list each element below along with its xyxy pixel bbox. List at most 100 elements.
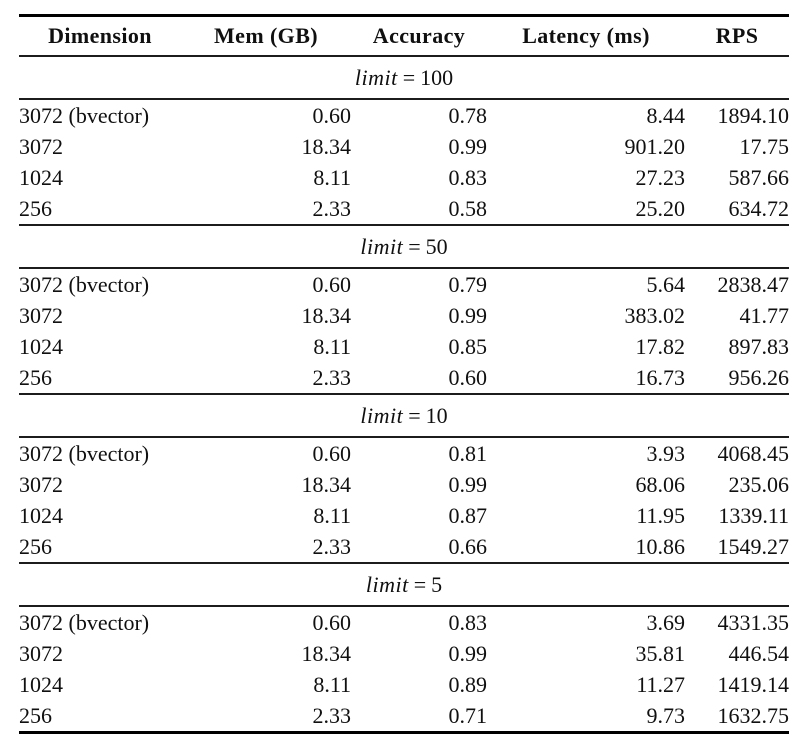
cell-mem-gb: 18.34 bbox=[301, 302, 352, 328]
section-limit-var: limit bbox=[354, 64, 398, 90]
col-header-accuracy: Accuracy bbox=[351, 15, 487, 57]
benchmark-results-table: Dimension Mem (GB) Accuracy Latency (ms)… bbox=[19, 14, 789, 734]
cell-rps: 17.75 bbox=[739, 133, 790, 159]
cell-dimension: 3072 bbox=[19, 302, 63, 328]
cell-rps: 1894.10 bbox=[717, 102, 790, 128]
cell-latency-ms: 25.20 bbox=[635, 195, 686, 221]
cell-accuracy: 0.81 bbox=[448, 440, 488, 466]
cell-mem-gb: 8.11 bbox=[313, 333, 351, 359]
section-limit-var: limit bbox=[360, 233, 404, 259]
cell-dimension: 1024 bbox=[19, 164, 63, 190]
col-header-dimension: Dimension bbox=[19, 15, 181, 57]
cell-dimension: 256 bbox=[19, 702, 52, 728]
cell-latency-ms: 383.02 bbox=[624, 302, 686, 328]
cell-latency-ms: 10.86 bbox=[635, 533, 686, 559]
section-limit-equals: = bbox=[408, 402, 421, 428]
cell-rps: 2838.47 bbox=[717, 271, 790, 297]
cell-rps: 897.83 bbox=[728, 333, 790, 359]
section-title-row: limit = 10 bbox=[19, 393, 789, 438]
cell-dimension: 1024 bbox=[19, 333, 63, 359]
table-row: 256 2.33 0.60 16.73 956.26 bbox=[19, 362, 789, 394]
section-limit-equals: = bbox=[413, 571, 427, 597]
table-row: 256 2.33 0.58 25.20 634.72 bbox=[19, 193, 789, 225]
section-title-row: limit = 50 bbox=[19, 224, 789, 269]
cell-mem-gb: 18.34 bbox=[301, 640, 352, 666]
section-title: limit = 10 bbox=[19, 393, 789, 438]
cell-latency-ms: 27.23 bbox=[635, 164, 686, 190]
cell-mem-gb: 8.11 bbox=[313, 502, 351, 528]
table-row: 1024 8.11 0.87 11.95 1339.11 bbox=[19, 500, 789, 531]
cell-mem-gb: 2.33 bbox=[312, 195, 352, 221]
cell-mem-gb: 8.11 bbox=[313, 164, 351, 190]
section-limit-value: 100 bbox=[420, 64, 454, 90]
cell-dimension: 256 bbox=[19, 364, 52, 390]
cell-dimension: 1024 bbox=[19, 502, 63, 528]
section-limit-value: 10 bbox=[425, 402, 448, 428]
cell-accuracy: 0.71 bbox=[448, 702, 488, 728]
section-limit-equals: = bbox=[402, 64, 416, 90]
cell-dimension: 3072 bbox=[19, 640, 63, 666]
cell-rps: 1419.14 bbox=[717, 671, 790, 697]
table-row: 3072 18.34 0.99 68.06 235.06 bbox=[19, 469, 789, 500]
table-row: 1024 8.11 0.83 27.23 587.66 bbox=[19, 162, 789, 193]
cell-accuracy: 0.58 bbox=[448, 195, 488, 221]
cell-mem-gb: 18.34 bbox=[301, 133, 352, 159]
cell-dimension: 3072 bbox=[19, 133, 63, 159]
cell-dimension: 3072 (bvector) bbox=[19, 102, 150, 128]
cell-dimension: 3072 bbox=[19, 471, 63, 497]
cell-accuracy: 0.83 bbox=[448, 609, 488, 635]
cell-dimension: 3072 (bvector) bbox=[19, 440, 150, 466]
section-limit-var: limit bbox=[365, 571, 409, 597]
cell-dimension: 256 bbox=[19, 533, 52, 559]
table-row: 3072 18.34 0.99 901.20 17.75 bbox=[19, 131, 789, 162]
cell-dimension: 3072 (bvector) bbox=[19, 609, 150, 635]
cell-rps: 4068.45 bbox=[717, 440, 790, 466]
cell-accuracy: 0.78 bbox=[448, 102, 488, 128]
cell-mem-gb: 8.11 bbox=[313, 671, 351, 697]
table-row: 3072 (bvector) 0.60 0.83 3.69 4331.35 bbox=[19, 606, 789, 638]
cell-latency-ms: 9.73 bbox=[646, 702, 686, 728]
cell-latency-ms: 17.82 bbox=[635, 333, 686, 359]
table-row: 1024 8.11 0.89 11.27 1419.14 bbox=[19, 669, 789, 700]
cell-dimension: 256 bbox=[19, 195, 52, 221]
cell-mem-gb: 0.60 bbox=[312, 271, 352, 297]
cell-mem-gb: 2.33 bbox=[312, 364, 352, 390]
cell-accuracy: 0.99 bbox=[448, 302, 488, 328]
section-limit-var: limit bbox=[360, 402, 404, 428]
table-row: 3072 18.34 0.99 35.81 446.54 bbox=[19, 638, 789, 669]
cell-latency-ms: 35.81 bbox=[635, 640, 686, 666]
cell-latency-ms: 901.20 bbox=[624, 133, 686, 159]
cell-mem-gb: 2.33 bbox=[312, 533, 352, 559]
table-row: 256 2.33 0.71 9.73 1632.75 bbox=[19, 700, 789, 733]
cell-mem-gb: 0.60 bbox=[312, 440, 352, 466]
cell-accuracy: 0.79 bbox=[448, 271, 488, 297]
cell-latency-ms: 3.69 bbox=[646, 609, 686, 635]
section-title-row: limit = 100 bbox=[19, 55, 789, 100]
cell-rps: 446.54 bbox=[728, 640, 790, 666]
cell-latency-ms: 68.06 bbox=[635, 471, 686, 497]
section-limit-value: 5 bbox=[431, 571, 443, 597]
table-body: limit = 100 3072 (bvector) 0.60 0.78 8.44 1894.… bbox=[19, 55, 790, 733]
cell-accuracy: 0.99 bbox=[448, 471, 488, 497]
cell-accuracy: 0.99 bbox=[448, 133, 488, 159]
cell-accuracy: 0.85 bbox=[448, 333, 488, 359]
cell-rps: 956.26 bbox=[728, 364, 790, 390]
cell-dimension: 1024 bbox=[19, 671, 63, 697]
cell-latency-ms: 11.95 bbox=[636, 502, 685, 528]
table-row: 3072 (bvector) 0.60 0.81 3.93 4068.45 bbox=[19, 437, 789, 469]
cell-latency-ms: 11.27 bbox=[636, 671, 685, 697]
cell-accuracy: 0.83 bbox=[448, 164, 488, 190]
cell-accuracy: 0.89 bbox=[448, 671, 488, 697]
cell-mem-gb: 0.60 bbox=[312, 609, 352, 635]
cell-accuracy: 0.60 bbox=[448, 364, 488, 390]
table-row: 256 2.33 0.66 10.86 1549.27 bbox=[19, 531, 789, 563]
cell-rps: 1339.11 bbox=[718, 502, 789, 528]
section-title: limit = 100 bbox=[19, 55, 789, 100]
table-header-row: Dimension Mem (GB) Accuracy Latency (ms)… bbox=[19, 15, 789, 57]
cell-mem-gb: 2.33 bbox=[312, 702, 352, 728]
section-title-row: limit = 5 bbox=[19, 562, 789, 607]
cell-rps: 235.06 bbox=[728, 471, 790, 497]
cell-rps: 4331.35 bbox=[717, 609, 790, 635]
table-row: 3072 (bvector) 0.60 0.79 5.64 2838.47 bbox=[19, 268, 789, 300]
col-header-rps: RPS bbox=[685, 15, 789, 57]
